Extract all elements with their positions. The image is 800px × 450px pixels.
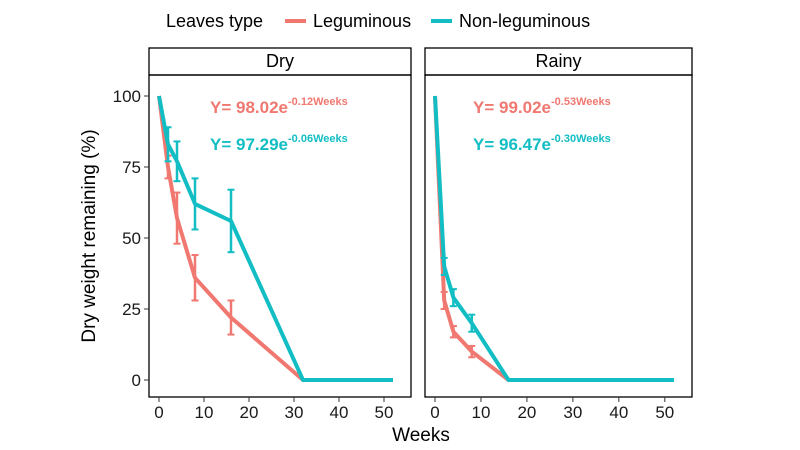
strip-label: Rainy (535, 51, 581, 71)
legend: Leaves type Leguminous Non-leguminous (166, 11, 590, 31)
legend-label-leguminous: Leguminous (313, 11, 411, 31)
y-tick-label: 75 (122, 158, 141, 177)
x-tick-label: 30 (563, 403, 582, 422)
x-tick-label: 10 (195, 403, 214, 422)
legend-label-non-leguminous: Non-leguminous (459, 11, 590, 31)
equation-exponent: -0.53Weeks (551, 96, 611, 108)
x-tick-label: 20 (240, 403, 259, 422)
y-tick-label: 0 (132, 371, 141, 390)
strip-dry (148, 47, 412, 76)
panel-rainy: Rainy 0 10 20 30 40 50 Y= 99.02e-0.53Weeks Y= 96… (424, 47, 693, 422)
y-tick-label: 100 (113, 87, 141, 106)
panel-border (148, 74, 412, 398)
x-tick-label: 40 (609, 403, 628, 422)
panel-border (424, 74, 693, 398)
x-tick-label: 50 (375, 403, 394, 422)
y-tick-label: 50 (122, 229, 141, 248)
equation-base: Y= 97.29e (210, 135, 288, 154)
equation-1: Y= 98.02e-0.12Weeks (210, 96, 348, 117)
equation-2: Y= 97.29e-0.06Weeks (210, 133, 348, 154)
equation-base: Y= 99.02e (473, 98, 551, 117)
equation-exponent: -0.12Weeks (288, 96, 348, 108)
legend-title: Leaves type (166, 11, 263, 31)
x-tick-label: 0 (154, 403, 163, 422)
equation-exponent: -0.30Weeks (551, 133, 611, 145)
strip-label: Dry (266, 51, 294, 71)
equation-base: Y= 96.47e (473, 135, 551, 154)
y-tick-label: 25 (122, 300, 141, 319)
equation-1: Y= 99.02e-0.53Weeks (473, 96, 611, 117)
equation-exponent: -0.06Weeks (288, 133, 348, 145)
equation-2: Y= 96.47e-0.30Weeks (473, 133, 611, 154)
y-axis-title: Dry weight remaining (%) (79, 129, 100, 342)
x-tick-label: 50 (655, 403, 674, 422)
x-tick-label: 40 (330, 403, 349, 422)
strip-rainy (424, 47, 693, 76)
equation-base: Y= 98.02e (210, 98, 288, 117)
x-tick-label: 10 (472, 403, 491, 422)
x-tick-label: 0 (430, 403, 439, 422)
panel-dry: Dry 0 10 20 30 40 50 0 25 50 75 100 Y= 98.02e-0.12We… (113, 47, 412, 422)
x-axis-title: Weeks (392, 425, 450, 446)
x-tick-label: 30 (285, 403, 304, 422)
x-tick-label: 20 (517, 403, 536, 422)
